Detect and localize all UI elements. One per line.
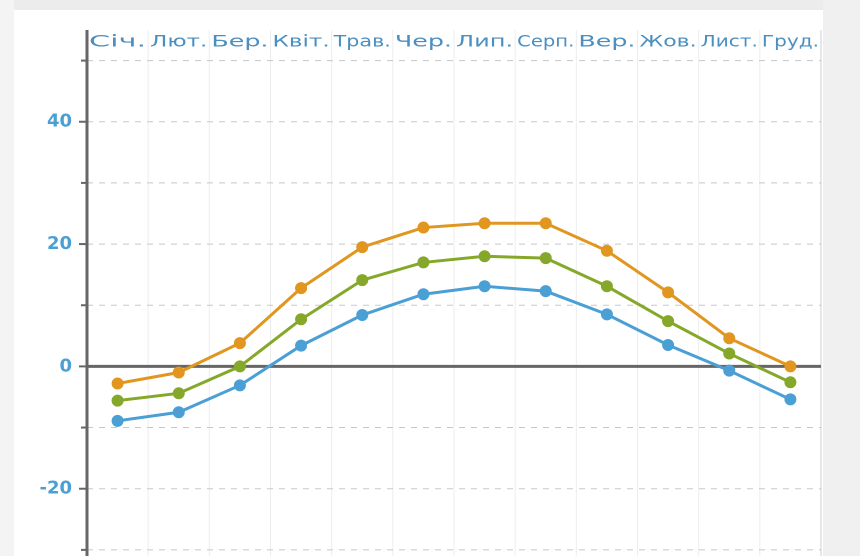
y-tick-label: 40 <box>47 111 72 132</box>
x-tick-label: Бер. <box>211 32 268 51</box>
data-point <box>478 217 491 230</box>
series-line <box>117 254 792 403</box>
data-point <box>233 337 246 350</box>
x-tick-label: Квіт. <box>273 32 330 51</box>
data-point <box>295 313 308 326</box>
data-point <box>723 332 736 345</box>
data-point <box>233 360 246 373</box>
frame-left <box>0 0 14 556</box>
x-tick-label: Серп. <box>517 32 574 51</box>
x-tick-label: Лист. <box>701 32 758 51</box>
data-point <box>111 394 124 407</box>
data-point <box>172 387 185 400</box>
series-line <box>117 284 792 423</box>
data-point <box>723 364 736 377</box>
x-tick-label: Лип. <box>456 32 513 51</box>
data-point <box>417 256 430 269</box>
x-tick-label: Трав. <box>332 32 390 51</box>
data-point <box>478 250 491 263</box>
data-point <box>356 241 369 254</box>
x-tick-label: Вер. <box>578 32 635 51</box>
data-point <box>233 379 246 392</box>
data-point <box>356 309 369 322</box>
data-point <box>172 366 185 379</box>
data-point <box>662 338 675 351</box>
y-tick-label: 0 <box>59 355 72 376</box>
x-tick-label: Жов. <box>640 32 697 51</box>
y-tick-label: -20 <box>39 478 72 499</box>
data-point <box>295 282 308 295</box>
data-point <box>539 285 552 298</box>
data-point <box>539 252 552 265</box>
data-point <box>417 288 430 301</box>
data-point <box>478 280 491 293</box>
data-point <box>295 339 308 352</box>
data-point <box>600 244 613 257</box>
data-point <box>784 360 797 373</box>
data-point <box>111 377 124 390</box>
data-point <box>662 315 675 328</box>
data-point <box>723 347 736 360</box>
data-point <box>111 414 124 427</box>
series-line <box>117 221 792 385</box>
x-tick-label: Січ. <box>89 32 146 51</box>
data-point <box>417 221 430 234</box>
x-tick-label: Чер. <box>395 32 452 51</box>
data-point <box>662 286 675 299</box>
frame-right <box>823 0 860 556</box>
x-tick-label: Лют. <box>150 32 207 51</box>
data-point <box>600 308 613 321</box>
data-point <box>356 274 369 287</box>
data-point <box>600 280 613 293</box>
x-tick-label: Груд. <box>762 32 819 51</box>
y-tick-label: 20 <box>47 233 72 254</box>
frame-top <box>0 0 860 10</box>
data-point <box>784 393 797 406</box>
data-point <box>172 406 185 419</box>
data-point <box>784 376 797 389</box>
data-point <box>539 217 552 230</box>
